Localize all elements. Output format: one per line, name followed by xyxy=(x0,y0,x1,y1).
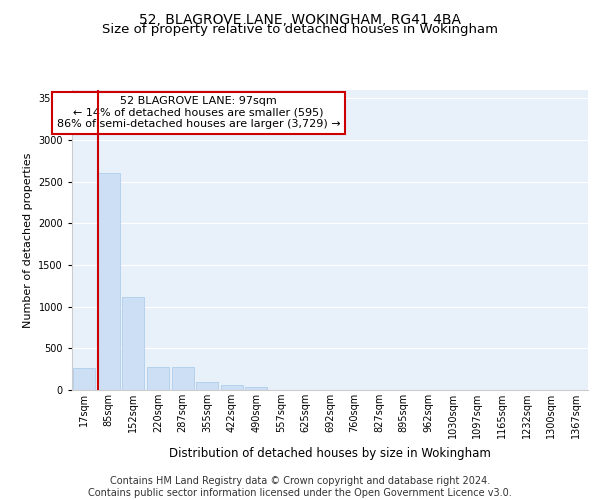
Bar xyxy=(196,382,218,390)
Text: 52, BLAGROVE LANE, WOKINGHAM, RG41 4BA: 52, BLAGROVE LANE, WOKINGHAM, RG41 4BA xyxy=(139,12,461,26)
Bar xyxy=(147,366,169,390)
Bar xyxy=(122,296,145,390)
X-axis label: Distribution of detached houses by size in Wokingham: Distribution of detached houses by size … xyxy=(169,446,491,460)
Bar xyxy=(221,386,243,390)
Text: Contains HM Land Registry data © Crown copyright and database right 2024.
Contai: Contains HM Land Registry data © Crown c… xyxy=(88,476,512,498)
Bar xyxy=(245,387,268,390)
Bar xyxy=(172,366,194,390)
Y-axis label: Number of detached properties: Number of detached properties xyxy=(23,152,32,328)
Bar xyxy=(73,368,95,390)
Text: Size of property relative to detached houses in Wokingham: Size of property relative to detached ho… xyxy=(102,22,498,36)
Bar xyxy=(98,174,120,390)
Text: 52 BLAGROVE LANE: 97sqm
← 14% of detached houses are smaller (595)
86% of semi-d: 52 BLAGROVE LANE: 97sqm ← 14% of detache… xyxy=(56,96,340,129)
